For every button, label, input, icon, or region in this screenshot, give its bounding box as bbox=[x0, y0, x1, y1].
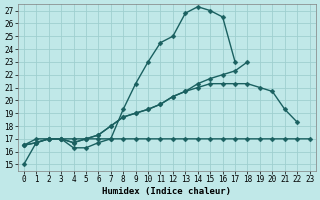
X-axis label: Humidex (Indice chaleur): Humidex (Indice chaleur) bbox=[102, 187, 231, 196]
